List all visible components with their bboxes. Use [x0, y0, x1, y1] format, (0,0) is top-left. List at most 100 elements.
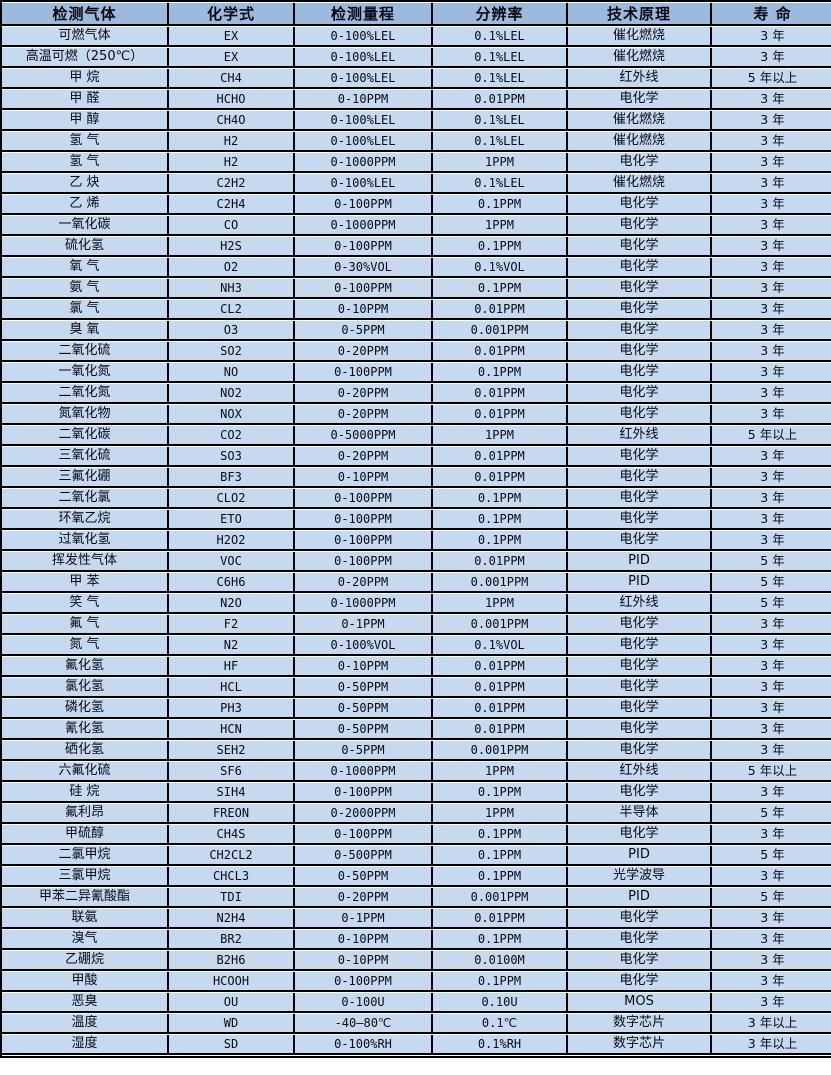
cell-gas: 甲硫醇: [2, 825, 169, 845]
cell-lifespan: 3 年: [712, 237, 831, 257]
cell-principle: 光学波导: [568, 867, 712, 887]
table-row: 笑 气 N2O 0-1000PPM 1PPM 红外线 5 年: [2, 594, 831, 614]
cell-gas: 硅 烷: [2, 783, 169, 803]
cell-resolution: 0.1PPM: [433, 846, 568, 866]
cell-resolution: 0.001PPM: [433, 888, 568, 908]
cell-formula: EX: [169, 27, 295, 47]
cell-gas: 二氧化碳: [2, 426, 169, 446]
cell-lifespan: 3 年: [712, 489, 831, 509]
cell-formula: ETO: [169, 510, 295, 530]
cell-range: 0-5PPM: [295, 321, 433, 341]
cell-formula: CO2: [169, 426, 295, 446]
cell-principle: 电化学: [568, 447, 712, 467]
cell-range: 0-10PPM: [295, 951, 433, 971]
cell-formula: HCHO: [169, 90, 295, 110]
cell-formula: TDI: [169, 888, 295, 908]
table-row: 甲酸 HCOOH 0-100PPM 0.1PPM 电化学 3 年: [2, 972, 831, 992]
cell-gas: 挥发性气体: [2, 552, 169, 572]
cell-gas: 环氧乙烷: [2, 510, 169, 530]
cell-resolution: 0.01PPM: [433, 699, 568, 719]
cell-formula: C2H2: [169, 174, 295, 194]
cell-lifespan: 3 年: [712, 720, 831, 740]
cell-lifespan: 3 年: [712, 951, 831, 971]
cell-lifespan: 5 年: [712, 888, 831, 908]
cell-principle: 电化学: [568, 531, 712, 551]
cell-resolution: 0.01PPM: [433, 342, 568, 362]
cell-principle: MOS: [568, 993, 712, 1013]
cell-resolution: 0.1%VOL: [433, 636, 568, 656]
cell-resolution: 0.1%LEL: [433, 111, 568, 131]
cell-resolution: 0.01PPM: [433, 909, 568, 929]
cell-lifespan: 3 年: [712, 111, 831, 131]
cell-gas: 甲苯二异氰酸酯: [2, 888, 169, 908]
cell-resolution: 0.01PPM: [433, 384, 568, 404]
cell-resolution: 1PPM: [433, 594, 568, 614]
cell-principle: 催化燃烧: [568, 174, 712, 194]
cell-principle: 电化学: [568, 783, 712, 803]
cell-principle: 电化学: [568, 300, 712, 320]
cell-range: 0-100%LEL: [295, 27, 433, 47]
cell-gas: 乙硼烷: [2, 951, 169, 971]
cell-formula: SF6: [169, 762, 295, 782]
table-row: 氰化氢 HCN 0-50PPM 0.01PPM 电化学 3 年: [2, 720, 831, 740]
cell-principle: 催化燃烧: [568, 27, 712, 47]
cell-formula: B2H6: [169, 951, 295, 971]
cell-resolution: 0.01PPM: [433, 720, 568, 740]
cell-principle: PID: [568, 552, 712, 572]
cell-lifespan: 3 年: [712, 678, 831, 698]
cell-principle: 电化学: [568, 237, 712, 257]
table-row: 乙 烯 C2H4 0-100PPM 0.1PPM 电化学 3 年: [2, 195, 831, 215]
cell-lifespan: 5 年: [712, 594, 831, 614]
cell-range: 0-20PPM: [295, 447, 433, 467]
table-body: 可燃气体 EX 0-100%LEL 0.1%LEL 催化燃烧 3 年高温可燃（250℃） E…: [2, 27, 831, 1055]
cell-gas: 氰化氢: [2, 720, 169, 740]
cell-resolution: 0.01PPM: [433, 300, 568, 320]
cell-range: 0-100%LEL: [295, 69, 433, 89]
cell-formula: HF: [169, 657, 295, 677]
cell-principle: 电化学: [568, 972, 712, 992]
cell-lifespan: 3 年: [712, 909, 831, 929]
cell-lifespan: 3 年: [712, 321, 831, 341]
cell-formula: HCN: [169, 720, 295, 740]
table-row: 三氧化硫 SO3 0-20PPM 0.01PPM 电化学 3 年: [2, 447, 831, 467]
cell-resolution: 0.001PPM: [433, 615, 568, 635]
cell-principle: 电化学: [568, 510, 712, 530]
cell-principle: 电化学: [568, 678, 712, 698]
cell-resolution: 0.1%LEL: [433, 132, 568, 152]
cell-range: 0-50PPM: [295, 867, 433, 887]
cell-lifespan: 3 年: [712, 216, 831, 236]
cell-gas: 氟化氢: [2, 657, 169, 677]
table-row: 硅 烷 SIH4 0-100PPM 0.1PPM 电化学 3 年: [2, 783, 831, 803]
table-row: 氮氧化物 NOX 0-20PPM 0.01PPM 电化学 3 年: [2, 405, 831, 425]
table-row: 三氯甲烷 CHCL3 0-50PPM 0.1PPM 光学波导 3 年: [2, 867, 831, 887]
cell-principle: PID: [568, 573, 712, 593]
cell-formula: CH4S: [169, 825, 295, 845]
cell-formula: H2S: [169, 237, 295, 257]
table-row: 一氧化碳 CO 0-1000PPM 1PPM 电化学 3 年: [2, 216, 831, 236]
cell-lifespan: 3 年: [712, 783, 831, 803]
cell-lifespan: 5 年以上: [712, 762, 831, 782]
cell-formula: NH3: [169, 279, 295, 299]
cell-lifespan: 3 年: [712, 132, 831, 152]
cell-gas: 乙 炔: [2, 174, 169, 194]
cell-formula: CLO2: [169, 489, 295, 509]
cell-principle: 电化学: [568, 951, 712, 971]
cell-range: 0-1000PPM: [295, 594, 433, 614]
cell-resolution: 0.1%LEL: [433, 174, 568, 194]
cell-formula: EX: [169, 48, 295, 68]
cell-gas: 臭 氧: [2, 321, 169, 341]
cell-lifespan: 5 年: [712, 804, 831, 824]
cell-lifespan: 3 年: [712, 153, 831, 173]
cell-range: 0-10PPM: [295, 930, 433, 950]
table-row: 甲 苯 C6H6 0-20PPM 0.001PPM PID 5 年: [2, 573, 831, 593]
cell-formula: O3: [169, 321, 295, 341]
cell-range: 0-20PPM: [295, 342, 433, 362]
cell-range: 0-10PPM: [295, 468, 433, 488]
cell-formula: H2: [169, 153, 295, 173]
cell-range: 0-100%LEL: [295, 48, 433, 68]
cell-range: 0-50PPM: [295, 720, 433, 740]
table-row: 甲苯二异氰酸酯 TDI 0-20PPM 0.001PPM PID 5 年: [2, 888, 831, 908]
cell-lifespan: 3 年: [712, 258, 831, 278]
cell-gas: 三氟化硼: [2, 468, 169, 488]
cell-resolution: 0.001PPM: [433, 573, 568, 593]
